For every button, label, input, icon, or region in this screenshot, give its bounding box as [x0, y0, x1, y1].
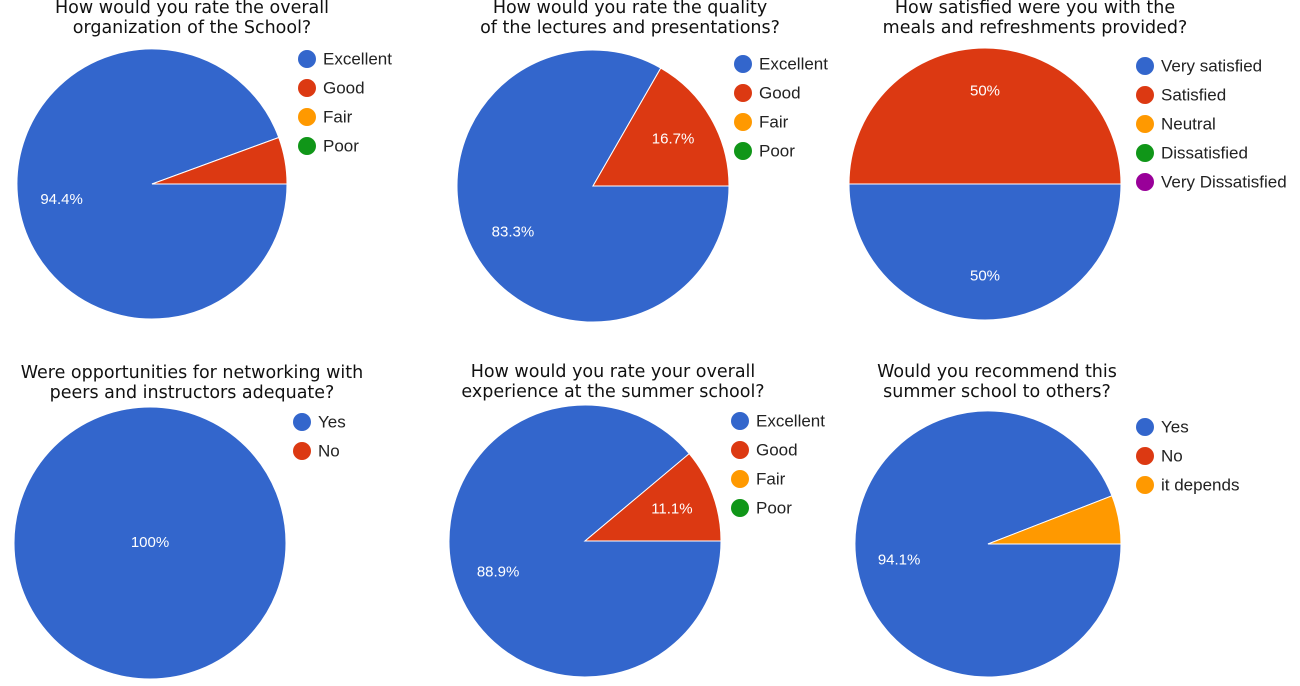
value-label: 94.4% — [40, 191, 83, 208]
legend-label: Good — [323, 78, 365, 97]
legend-marker — [1136, 447, 1154, 465]
value-label: 94.1% — [878, 552, 921, 569]
legend-marker — [731, 412, 749, 430]
legend-label: Neutral — [1161, 114, 1216, 133]
value-label: 100% — [131, 534, 169, 551]
legend-label: Yes — [1161, 417, 1189, 436]
value-label: 50% — [970, 267, 1000, 284]
legend-marker — [731, 441, 749, 459]
pie-slice — [13, 406, 287, 680]
legend-marker — [1136, 86, 1154, 104]
legend-label: Fair — [323, 107, 353, 126]
legend-marker — [734, 84, 752, 102]
value-label: 83.3% — [492, 223, 535, 240]
legend-label: Fair — [756, 469, 786, 488]
legend-marker — [731, 499, 749, 517]
legend-label: Very satisfied — [1161, 56, 1262, 75]
legend-label: Very Dissatisfied — [1161, 172, 1287, 191]
legend-label: Good — [759, 83, 801, 102]
legend-label: Poor — [756, 498, 792, 517]
pie-slice — [848, 47, 1122, 185]
chart-title: How satisfied were you with the meals an… — [882, 0, 1188, 38]
legend-label: Dissatisfied — [1161, 143, 1248, 162]
legend-marker — [293, 442, 311, 460]
legend-marker — [298, 137, 316, 155]
legend-marker — [298, 50, 316, 68]
value-label: 11.1% — [651, 500, 692, 517]
legend-marker — [1136, 144, 1154, 162]
chart-title: How would you rate the overall organizat… — [55, 0, 329, 38]
chart-title: Were opportunities for networking with p… — [20, 363, 364, 403]
legend-marker — [1136, 173, 1154, 191]
legend-label: No — [318, 441, 340, 460]
legend-label: Excellent — [756, 411, 825, 430]
legend-marker — [293, 413, 311, 431]
legend-marker — [734, 113, 752, 131]
legend-marker — [1136, 115, 1154, 133]
legend-marker — [1136, 476, 1154, 494]
legend-label: No — [1161, 446, 1183, 465]
value-label: 16.7% — [652, 131, 695, 148]
value-label: 50% — [970, 82, 1000, 99]
legend-marker — [298, 79, 316, 97]
legend-label: it depends — [1161, 475, 1239, 494]
legend-marker — [1136, 57, 1154, 75]
legend-marker — [734, 55, 752, 73]
pie-slice — [151, 136, 288, 185]
legend-marker — [298, 108, 316, 126]
legend-marker — [731, 470, 749, 488]
chart-title: How would you rate your overall experien… — [461, 362, 765, 402]
legend-marker — [1136, 418, 1154, 436]
legend-label: Excellent — [323, 49, 392, 68]
value-label: 88.9% — [477, 564, 520, 581]
legend-label: Fair — [759, 112, 789, 131]
chart-title: How would you rate the quality of the le… — [480, 0, 780, 38]
legend-label: Poor — [759, 141, 795, 160]
chart-title: Would you recommend this summer school t… — [877, 362, 1117, 402]
legend-label: Good — [756, 440, 798, 459]
legend-label: Yes — [318, 412, 346, 431]
pie-slice — [848, 183, 1122, 321]
legend-label: Excellent — [759, 54, 828, 73]
pie-slice — [987, 495, 1122, 545]
pie-slice — [592, 67, 730, 187]
pie-slice — [583, 452, 722, 542]
legend-label: Poor — [323, 136, 359, 155]
legend-marker — [734, 142, 752, 160]
legend-label: Satisfied — [1161, 85, 1226, 104]
